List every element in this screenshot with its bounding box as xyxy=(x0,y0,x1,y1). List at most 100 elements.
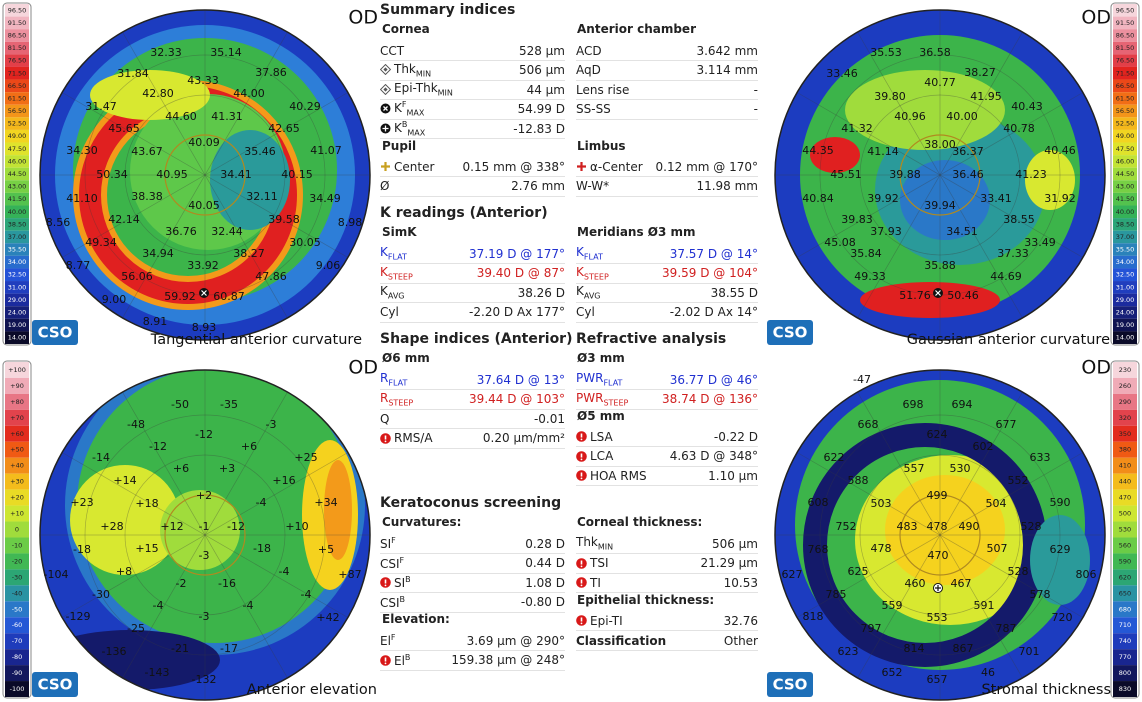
map-region xyxy=(210,130,290,230)
map-value: 867 xyxy=(953,642,974,655)
index-row: CSIB -0.80 D xyxy=(380,593,565,613)
scale-swatch xyxy=(5,425,29,442)
section-header: Elevation: xyxy=(382,612,450,626)
scale-swatch xyxy=(1113,243,1137,256)
scale-label: 46.00 xyxy=(8,157,27,165)
scale-label: -10 xyxy=(12,541,23,549)
status-icon xyxy=(576,450,587,462)
map-value: 797 xyxy=(861,622,882,635)
row-value: 11.98 mm xyxy=(696,179,758,193)
map-value: 47.86 xyxy=(255,270,287,283)
scale-swatch xyxy=(5,281,29,294)
map-value: -21 xyxy=(171,642,189,655)
map-value: 37.93 xyxy=(870,225,902,238)
map-value: -143 xyxy=(145,666,170,679)
guide-line xyxy=(61,92,349,258)
map-value: 9.06 xyxy=(316,259,341,272)
row-value: 0.28 D xyxy=(525,536,565,551)
label-text: ACD xyxy=(576,43,602,58)
section-title: K readings (Anterior) xyxy=(380,205,548,221)
map-value: 34.49 xyxy=(309,192,341,205)
row-value: 38.55 D xyxy=(710,285,758,300)
guide-line xyxy=(61,92,349,258)
zone-ring xyxy=(899,134,981,216)
label-text: LCA xyxy=(590,449,614,463)
row-label: Ø xyxy=(380,179,511,193)
scale-swatch xyxy=(1113,306,1137,319)
scale-label: 49.00 xyxy=(1116,132,1135,140)
scale-swatch xyxy=(1113,142,1137,156)
map-title: Anterior elevation xyxy=(247,682,377,698)
index-row: Cyl -2.02 D Ax 14° xyxy=(576,303,758,323)
section-header: Epithelial thickness: xyxy=(577,593,715,607)
scale-swatch xyxy=(5,117,29,130)
map-border xyxy=(39,369,371,701)
label-sub: MIN xyxy=(415,69,432,79)
map-value: 38.27 xyxy=(964,66,996,79)
scale-label: 260 xyxy=(1119,382,1131,390)
map-value: 39.88 xyxy=(889,168,921,181)
scale-label: +40 xyxy=(10,462,24,470)
scale-swatch xyxy=(1113,293,1137,307)
guide-line xyxy=(857,31,1023,319)
scale-label: 40.00 xyxy=(8,208,27,216)
index-row: Epi-TI 32.76 xyxy=(576,611,758,631)
scale-label: 34.00 xyxy=(8,258,27,266)
row-value: 3.69 µm @ 290° xyxy=(466,633,565,648)
map-region xyxy=(1030,515,1090,605)
map-1 xyxy=(775,10,1105,340)
scale-label: 38.50 xyxy=(1116,220,1135,228)
label-text: CCT xyxy=(380,43,405,58)
map-value: +28 xyxy=(100,520,123,533)
section-header: SimK xyxy=(382,225,417,239)
scale-swatch xyxy=(1113,54,1137,67)
scale-swatch xyxy=(1113,489,1137,506)
map-value: -4 xyxy=(301,588,312,601)
scale-label: 43.00 xyxy=(8,183,27,191)
map-value: 483 xyxy=(897,520,918,533)
scale-swatch xyxy=(1113,79,1137,93)
index-row: Ø 2.76 mm xyxy=(380,177,565,197)
index-row: SIF 0.28 D xyxy=(380,534,565,554)
map-value: -132 xyxy=(192,673,217,686)
row-value: 44 µm xyxy=(526,82,565,97)
label-sub: FLAT xyxy=(583,252,603,262)
map-value: -3 xyxy=(199,549,210,562)
map-value: 528 xyxy=(1021,520,1042,533)
row-label: KFMAX xyxy=(380,100,518,118)
scale-label: 37.00 xyxy=(1116,233,1135,241)
map-value: 40.43 xyxy=(1011,100,1043,113)
scale-swatch xyxy=(1113,29,1137,42)
section-header: Ø6 mm xyxy=(382,351,430,365)
label-text: LSA xyxy=(590,429,613,444)
scale-swatch xyxy=(1113,505,1137,522)
index-row: RFLAT 37.64 D @ 13° xyxy=(380,370,565,390)
scale-swatch xyxy=(5,617,29,634)
index-row: ElB 159.38 µm @ 248° xyxy=(380,651,565,671)
scale-label: +50 xyxy=(10,446,24,454)
logo-text: CSO xyxy=(38,324,73,342)
scale-swatch xyxy=(1113,331,1137,344)
row-label: RMS/A xyxy=(380,431,483,445)
scale-swatch xyxy=(1113,268,1137,282)
label-text: AqD xyxy=(576,63,601,77)
scale-label: 49.00 xyxy=(8,132,27,140)
guide-line xyxy=(122,31,288,319)
map-value: 33.46 xyxy=(826,67,858,80)
scale-label: 56.50 xyxy=(8,107,27,115)
index-row: TSI 21.29 µm xyxy=(576,554,758,574)
scale-label: 35.50 xyxy=(8,246,27,254)
row-value: 506 µm xyxy=(711,536,758,551)
scale-swatch xyxy=(5,585,29,602)
scale-swatch xyxy=(5,243,29,256)
scale-swatch xyxy=(5,16,29,30)
map-value: 44.60 xyxy=(165,110,197,123)
status-icon xyxy=(576,557,587,569)
index-row: CCT 528 µm xyxy=(380,41,565,61)
scale-swatch xyxy=(1113,117,1137,130)
map-value: 591 xyxy=(974,599,995,612)
row-value: 1.08 D xyxy=(525,575,565,590)
scale-swatch xyxy=(5,306,29,319)
row-label: W-W* xyxy=(576,179,696,193)
map-value: -47 xyxy=(853,373,871,386)
